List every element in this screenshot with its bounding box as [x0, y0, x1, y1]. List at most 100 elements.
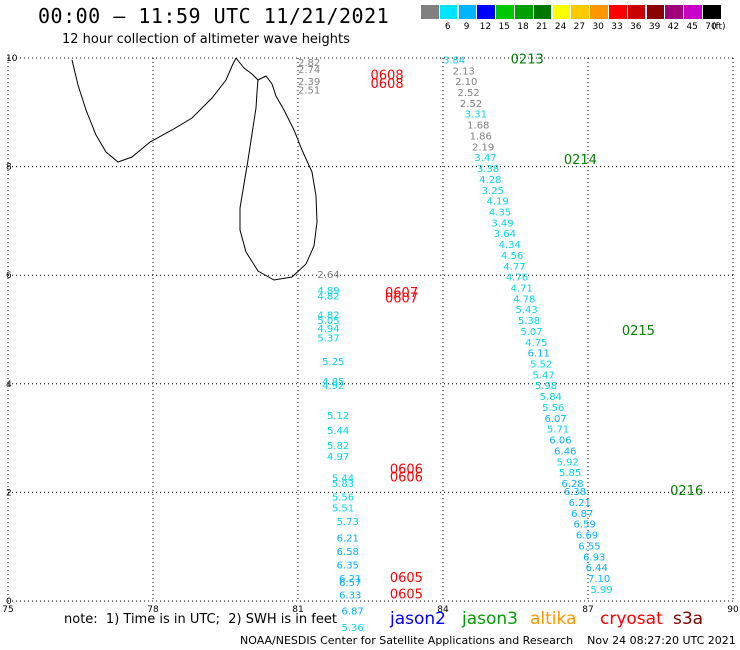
wave-height-label: 4.85 [322, 377, 344, 388]
wave-height-label: 4.28 [479, 175, 501, 186]
scale-swatch [496, 5, 514, 19]
scale-label: 18 [517, 22, 529, 32]
wave-height-label: 5.98 [535, 381, 557, 392]
scale-label: 12 [479, 22, 492, 32]
wave-height-label: 5.07 [520, 327, 542, 338]
pass-label: 0606 [390, 462, 423, 477]
y-tick-label: 2 [6, 488, 12, 498]
wave-height-label: 4.71 [511, 283, 533, 294]
legend-s3a: s3a [673, 609, 704, 629]
wave-height-label: 5.56 [332, 493, 354, 504]
wave-height-label: 6.87 [342, 607, 364, 618]
wave-height-label: 5.52 [530, 360, 552, 371]
wave-height-label: 6.55 [578, 541, 600, 552]
pass-label: 0606 [390, 471, 423, 486]
wave-height-label: 4.35 [489, 207, 511, 218]
scale-swatch [665, 5, 683, 19]
wave-height-label: 4.34 [499, 240, 521, 251]
wave-height-label: 5.73 [337, 517, 359, 528]
wave-height-label: 1.86 [470, 131, 492, 142]
wave-height-label: 4.76 [506, 273, 528, 284]
wave-height-values: 2.822.742.392.512.644.894.824.825.054.94… [298, 55, 613, 633]
wave-height-label: 6.57 [339, 578, 361, 589]
wave-height-label: 5.84 [540, 392, 562, 403]
scale-label: 6 [444, 22, 451, 32]
wave-height-label: 3.25 [482, 186, 504, 197]
wave-height-label: 4.82 [317, 292, 339, 303]
scale-swatch [571, 5, 589, 19]
wave-height-label: 4.77 [503, 262, 525, 273]
wave-height-label: 5.47 [532, 370, 554, 381]
wave-height-label: 4.75 [525, 338, 547, 349]
wave-height-label: 2.51 [298, 85, 320, 96]
map-grid [7, 57, 734, 602]
pass-label: 0605 [390, 587, 423, 602]
y-tick-label: 4 [6, 380, 12, 390]
pass-label: 0608 [371, 69, 404, 84]
wave-height-label: 5.37 [317, 333, 339, 344]
scale-label: 33 [611, 22, 623, 32]
wave-height-label: 2.52 [458, 88, 480, 99]
y-tick-label: 6 [6, 271, 12, 281]
wave-height-label: 5.71 [547, 425, 569, 436]
pass-label: 0608 [371, 77, 404, 92]
wave-height-label: 3.49 [491, 218, 513, 229]
wave-height-label: 6.46 [554, 446, 576, 457]
map-title: 00:00 – 11:59 UTC 11/21/2021 [38, 4, 390, 28]
pass-label: 0213 [511, 52, 544, 67]
scale-swatch [515, 5, 533, 19]
scale-label: 9 [463, 22, 470, 32]
x-tick-label: 90 [727, 605, 739, 615]
scale-label: 21 [536, 22, 548, 32]
wave-height-label: 2.64 [317, 270, 339, 281]
wave-height-label: 5.25 [322, 357, 344, 368]
scale-label: 70 [705, 22, 717, 32]
wave-height-label: 4.97 [327, 452, 349, 463]
legend-cryosat: cryosat [600, 609, 663, 629]
wave-height-label: 5.83 [332, 479, 354, 490]
scale-swatch [439, 5, 458, 19]
x-tick-label: 75 [2, 605, 13, 615]
wave-height-label: 5.38 [518, 316, 540, 327]
legend-jason3: jason3 [462, 609, 518, 629]
wave-height-label: 6.44 [586, 563, 608, 574]
wave-height-label: 2.82 [298, 58, 320, 69]
wave-height-label: 6.35 [337, 560, 359, 571]
scale-label: 36 [630, 22, 642, 32]
pass-label: 0607 [385, 286, 418, 301]
wave-height-label: 6.87 [571, 509, 593, 520]
scale-label: 42 [667, 22, 680, 32]
scale-label: 45 [686, 22, 698, 32]
pass-label: 0215 [622, 324, 655, 339]
wave-height-label: 4.56 [501, 251, 523, 262]
wave-height-label: 4.94 [317, 324, 339, 335]
wave-height-label: 5.92 [557, 457, 579, 468]
wave-height-label: 4.19 [487, 197, 509, 208]
palk-strait-coast [235, 57, 259, 81]
wave-height-label: 5.51 [332, 503, 354, 514]
wave-height-label: 5.82 [327, 441, 349, 452]
wave-height-label: 2.52 [460, 99, 482, 110]
wave-height-label: 6.21 [569, 498, 591, 509]
pass-label: 0607 [385, 291, 418, 306]
map-subtitle: 12 hour collection of altimeter wave hei… [62, 32, 350, 47]
legend-altika: altika [530, 609, 577, 629]
wave-height-label: 2.13 [453, 66, 475, 77]
wave-height-label: 6.33 [339, 590, 361, 601]
credit-line: NOAA/NESDIS Center for Satellite Applica… [240, 634, 736, 647]
scale-swatch [477, 5, 495, 19]
wave-height-label: 5.56 [542, 403, 564, 414]
wave-height-label: 6.59 [574, 520, 596, 531]
x-tick-label: 87 [582, 605, 593, 615]
wave-height-label: 6.21 [339, 574, 361, 585]
wave-height-label: 2.74 [298, 65, 320, 76]
x-tick-label: 81 [292, 605, 303, 615]
wave-height-label: 3.47 [474, 153, 496, 164]
wave-height-label: 6.06 [549, 436, 571, 447]
scale-swatch [703, 5, 721, 19]
scale-label: 24 [554, 22, 567, 32]
pass-label: 0214 [564, 153, 597, 168]
x-tick-label: 84 [437, 605, 449, 615]
